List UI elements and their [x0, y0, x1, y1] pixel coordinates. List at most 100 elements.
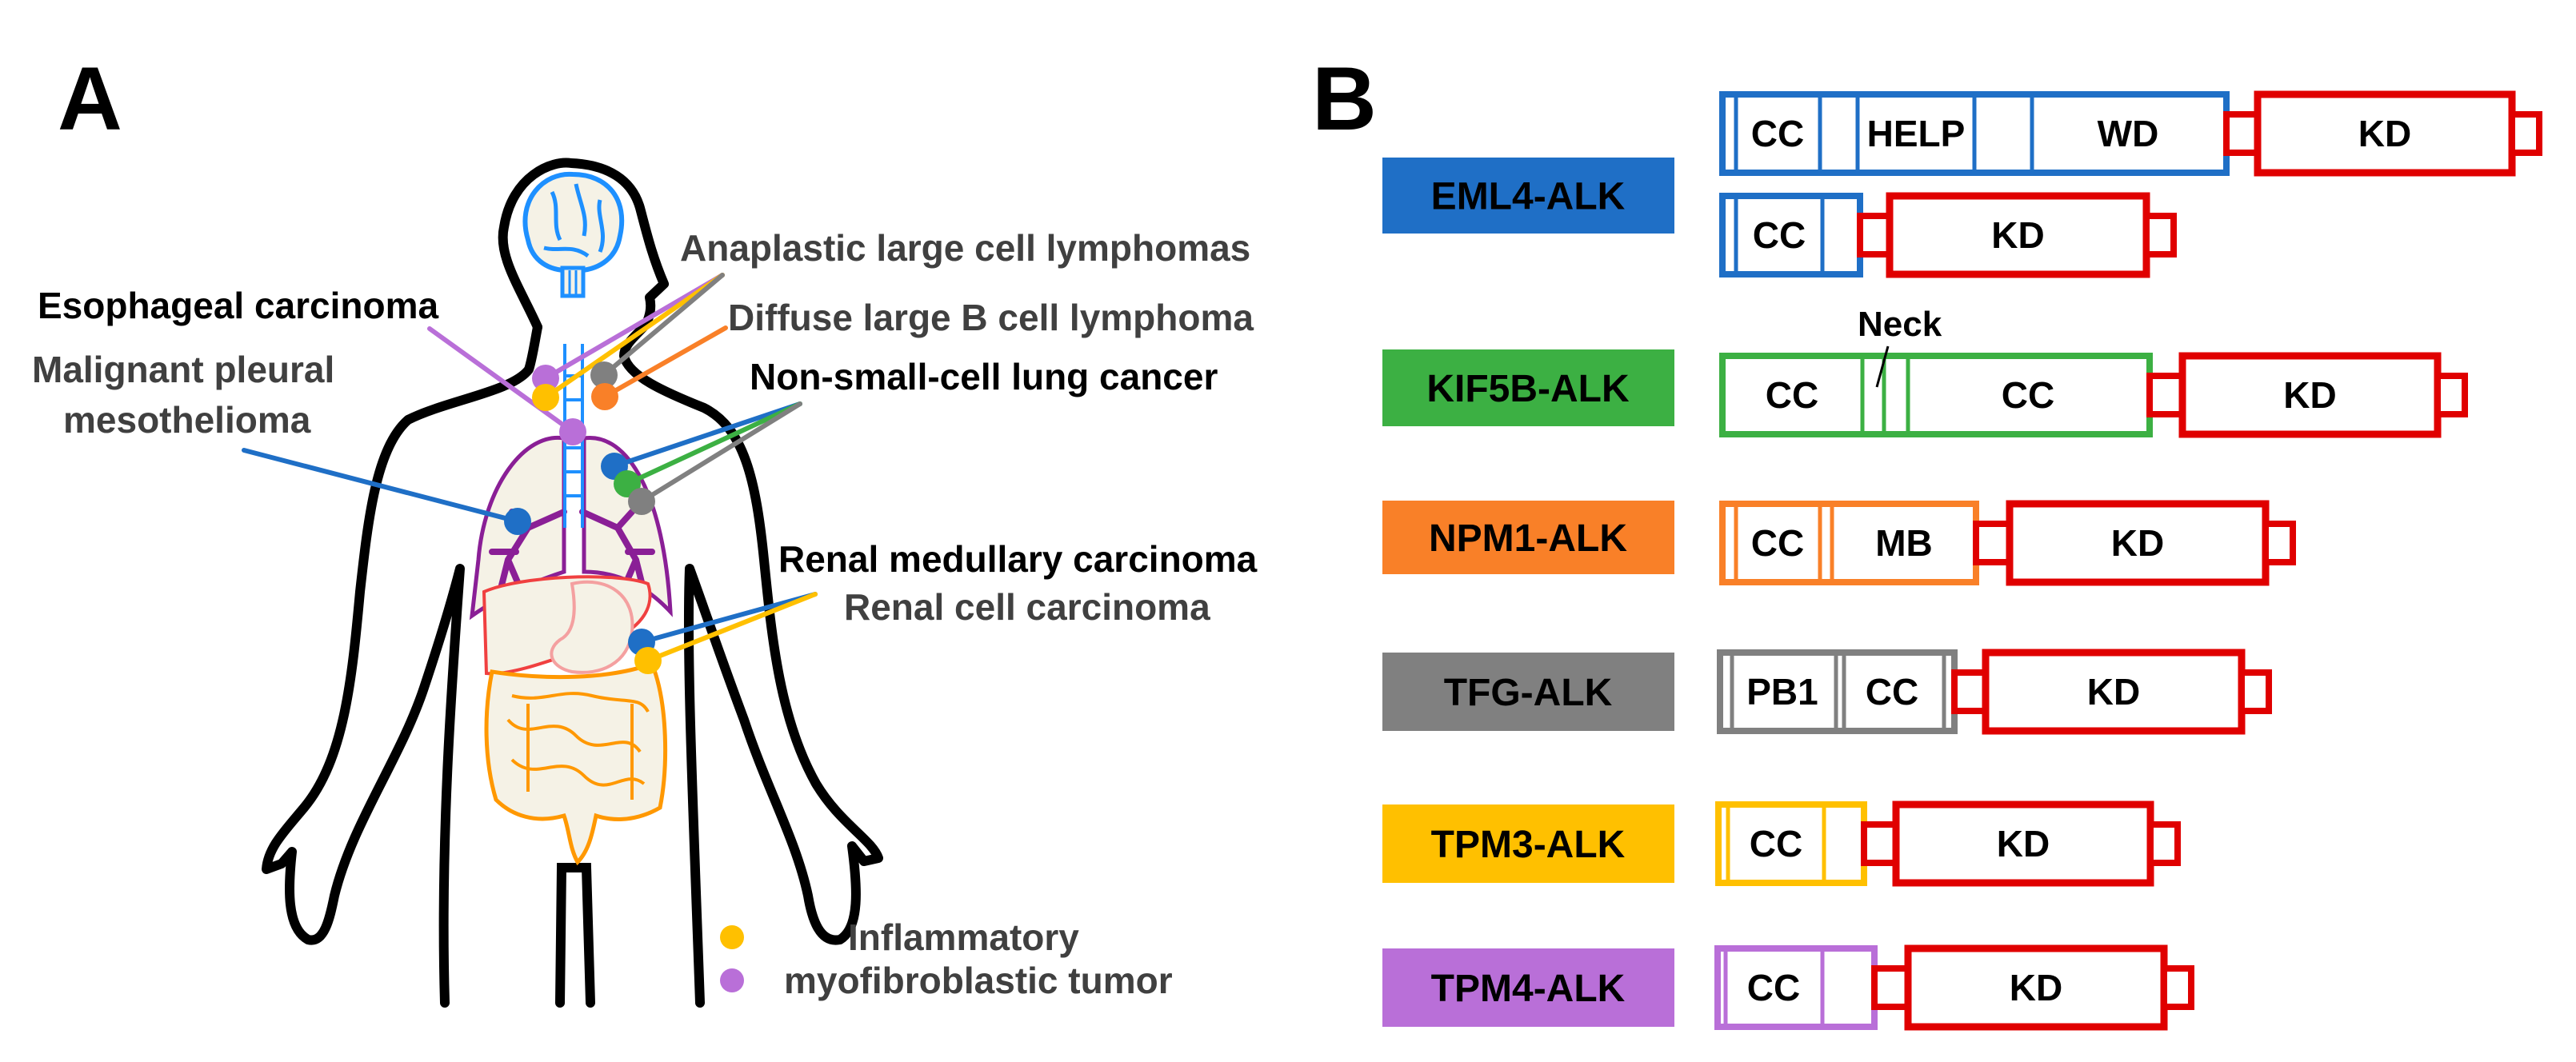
alk-kinase-domain-box [2178, 352, 2442, 438]
alk-c-terminal-tail [2143, 213, 2177, 258]
partner-domain-label: PB1 [1746, 671, 1818, 713]
connector-nsclc-blue [612, 401, 802, 469]
connector-nsclc-gray [639, 401, 802, 504]
fusion-construct: CC KD [1714, 944, 2194, 1031]
alk-c-terminal-tail [2434, 373, 2468, 417]
body-outline-left [498, 158, 883, 1008]
alk-c-terminal-tail [2161, 965, 2194, 1010]
alk-domain-label: KD [2283, 374, 2336, 416]
fusion-name: TPM4-ALK [1431, 968, 1626, 1010]
alk-domain-label: KD [2087, 671, 2140, 713]
connector-mpm [242, 448, 520, 524]
partner-domain-label: WD [2098, 113, 2159, 154]
alk-c-terminal-tail [2147, 821, 2181, 866]
dot-esophageal-purple [559, 418, 586, 445]
alk-domain-label: KD [2358, 113, 2411, 154]
dot-dlbcl-orange [591, 383, 618, 410]
fusion-npm1-alk: NPM1-ALK [1382, 501, 1674, 574]
alk-domain-label: KD [1991, 214, 2044, 256]
label-nsclc: Non-small-cell lung cancer [750, 356, 1218, 397]
panel-label-b: B [1312, 49, 1377, 149]
alk-juxtamembrane-linker [1861, 821, 1899, 866]
partner-domain-label: CC [1766, 374, 1818, 416]
partner-domain-box [1714, 945, 1878, 1030]
label-alcl: Anaplastic large cell lymphomas [680, 227, 1250, 269]
fusion-label-box [1382, 158, 1674, 234]
fusion-construct: CC KD [1715, 800, 2181, 887]
dot-renal-yellow [634, 647, 662, 674]
fusion-name: EML4-ALK [1431, 176, 1626, 218]
alk-kinase-domain-box [2254, 90, 2516, 177]
alk-juxtamembrane-linker [1871, 965, 1911, 1010]
connector-renal-yellow [646, 592, 818, 663]
fusion-label-box [1382, 501, 1674, 574]
partner-domain-box [1719, 353, 2153, 437]
fusion-name: TPM3-ALK [1431, 824, 1626, 866]
partner-domain-label: HELP [1867, 113, 1966, 154]
legs-inner-outline [555, 863, 595, 1008]
alk-kinase-domain-box [2006, 500, 2270, 586]
alk-kinase-domain-box [1892, 800, 2154, 887]
alk-juxtamembrane-linker [2146, 373, 2186, 417]
label-esophageal: Esophageal carcinoma [38, 285, 438, 326]
connector-esophageal [427, 326, 575, 434]
site-dots [504, 361, 662, 674]
site-connectors [242, 273, 818, 663]
fusion-construct: CC MB KD [1719, 500, 2296, 586]
connector-nsclc-green [625, 401, 802, 486]
label-dlbcl: Diffuse large B cell lymphoma [728, 297, 1254, 338]
neck-pointer [1875, 345, 1890, 388]
partner-domain-label: CC [1866, 671, 1918, 713]
partner-domain-label: CC [1747, 967, 1800, 1008]
partner-domain-label: CC [1750, 823, 1802, 864]
label-mpm-line1: Malignant pleural [32, 349, 334, 390]
alk-juxtamembrane-linker [2223, 111, 2261, 156]
dot-alcl-gray [590, 361, 618, 389]
fusion-name: NPM1-ALK [1429, 517, 1627, 560]
legend-label-line1: Inflammatory [848, 916, 1079, 958]
alk-domain-label: KD [1997, 823, 2050, 864]
fusion-kif5b-alk: KIF5B-ALK [1382, 349, 1674, 426]
panel-label-a: A [58, 49, 122, 149]
fusion-tfg-alk: TFG-ALK [1382, 653, 1674, 731]
partner-domain-label: CC [2002, 374, 2054, 416]
label-renal-medullary: Renal medullary carcinoma [778, 538, 1258, 580]
partner-domain-label: CC [1753, 214, 1806, 256]
dot-mpm-blue [504, 508, 531, 535]
fusion-tpm4-alk: TPM4-ALK [1382, 948, 1674, 1027]
dot-alcl-yellow [532, 384, 559, 411]
alk-juxtamembrane-linker [1973, 521, 2013, 565]
partner-domain-label: CC [1751, 522, 1804, 564]
fusion-name: KIF5B-ALK [1426, 368, 1630, 410]
connector-renal-blue [639, 592, 818, 645]
legend-label-line2: myofibroblastic tumor [784, 960, 1173, 1001]
alk-c-terminal-tail [2509, 111, 2542, 156]
fusion-tpm3-alk: TPM3-ALK [1382, 804, 1674, 883]
label-renal-cell: Renal cell carcinoma [844, 586, 1210, 628]
fusion-construct: CC KD [1719, 192, 2177, 278]
alk-c-terminal-tail [2238, 669, 2272, 714]
alk-domain-label: KD [2010, 967, 2062, 1008]
alk-juxtamembrane-linker [1857, 213, 1893, 258]
partner-domain-label: MB [1875, 522, 1933, 564]
neck-label: Neck [1858, 305, 1942, 344]
fusion-construct: CC CC KD [1719, 352, 2468, 438]
fusion-label-box [1382, 948, 1674, 1027]
connector-alcl-purple [543, 273, 725, 381]
partner-domain-label: CC [1751, 113, 1804, 154]
body-outline-right [262, 322, 542, 1008]
fusion-construct: CC HELP WD KD [1719, 90, 2542, 177]
liver-stomach-icon [482, 575, 652, 676]
alk-domain-label: KD [2111, 522, 2164, 564]
intestines-icon [484, 661, 668, 866]
fusion-label-box [1382, 804, 1674, 883]
connector-dlbcl [602, 325, 728, 399]
fusion-structures: EML4-ALK KIF5B-ALK NPM1-ALK TFG-ALK TPM3-ALK… [1382, 90, 2542, 1031]
connector-alcl-yellow [543, 273, 725, 400]
brain-icon [522, 171, 625, 298]
label-mpm-line2: mesothelioma [63, 399, 311, 441]
dot-alcl-purple [532, 365, 559, 392]
alk-juxtamembrane-linker [1951, 669, 1989, 714]
fusion-construct: PB1 CC KD [1717, 649, 2272, 735]
